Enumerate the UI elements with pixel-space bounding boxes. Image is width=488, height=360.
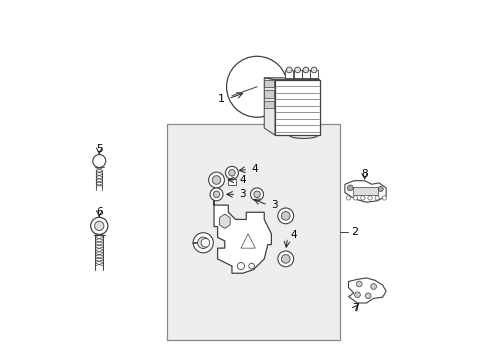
Text: 5: 5 (96, 144, 102, 154)
Polygon shape (348, 278, 386, 303)
Circle shape (210, 188, 223, 201)
Polygon shape (264, 78, 274, 135)
Circle shape (353, 196, 357, 200)
Circle shape (213, 191, 219, 198)
Text: 4: 4 (289, 230, 296, 239)
Circle shape (286, 67, 292, 73)
Circle shape (303, 67, 308, 73)
Circle shape (281, 255, 289, 263)
Circle shape (370, 284, 376, 289)
Circle shape (346, 196, 350, 200)
Bar (352, 187, 378, 195)
Circle shape (277, 208, 293, 224)
Circle shape (225, 166, 238, 179)
Circle shape (367, 196, 371, 200)
Bar (285, 70, 293, 78)
Circle shape (382, 196, 386, 200)
Circle shape (226, 56, 287, 117)
Circle shape (378, 186, 383, 192)
Circle shape (360, 196, 364, 200)
Circle shape (356, 281, 362, 287)
Text: 3: 3 (270, 200, 277, 210)
Circle shape (197, 237, 208, 248)
Circle shape (281, 212, 289, 220)
Bar (309, 70, 317, 78)
Bar (293, 70, 301, 78)
Circle shape (208, 172, 224, 188)
Text: 3: 3 (239, 189, 245, 199)
Polygon shape (219, 214, 230, 228)
Bar (264, 90, 274, 98)
Circle shape (93, 154, 105, 167)
Circle shape (365, 293, 370, 299)
Circle shape (193, 233, 213, 253)
Circle shape (201, 238, 209, 247)
Text: 7: 7 (352, 303, 358, 313)
Text: 8: 8 (361, 168, 367, 179)
Circle shape (237, 262, 244, 270)
Text: 4: 4 (239, 175, 245, 185)
Polygon shape (344, 181, 386, 202)
Circle shape (212, 176, 221, 184)
Text: 2: 2 (350, 227, 357, 237)
Circle shape (310, 67, 316, 73)
Text: 6: 6 (96, 207, 102, 217)
Bar (274, 80, 319, 135)
Bar (167, 125, 339, 339)
Circle shape (253, 191, 260, 198)
Polygon shape (214, 198, 271, 273)
Text: 1: 1 (217, 94, 224, 104)
Circle shape (354, 292, 360, 298)
Polygon shape (241, 234, 255, 248)
Circle shape (90, 217, 108, 234)
Text: 4: 4 (250, 163, 257, 174)
Circle shape (250, 188, 263, 201)
Circle shape (374, 196, 379, 200)
Circle shape (248, 263, 254, 269)
Circle shape (277, 251, 293, 267)
Bar (227, 179, 236, 185)
Circle shape (94, 221, 104, 230)
Circle shape (294, 67, 300, 73)
Polygon shape (264, 78, 319, 80)
Bar (264, 80, 274, 87)
Circle shape (228, 170, 235, 176)
Bar (264, 101, 274, 108)
Bar (301, 70, 309, 78)
Circle shape (346, 185, 352, 191)
